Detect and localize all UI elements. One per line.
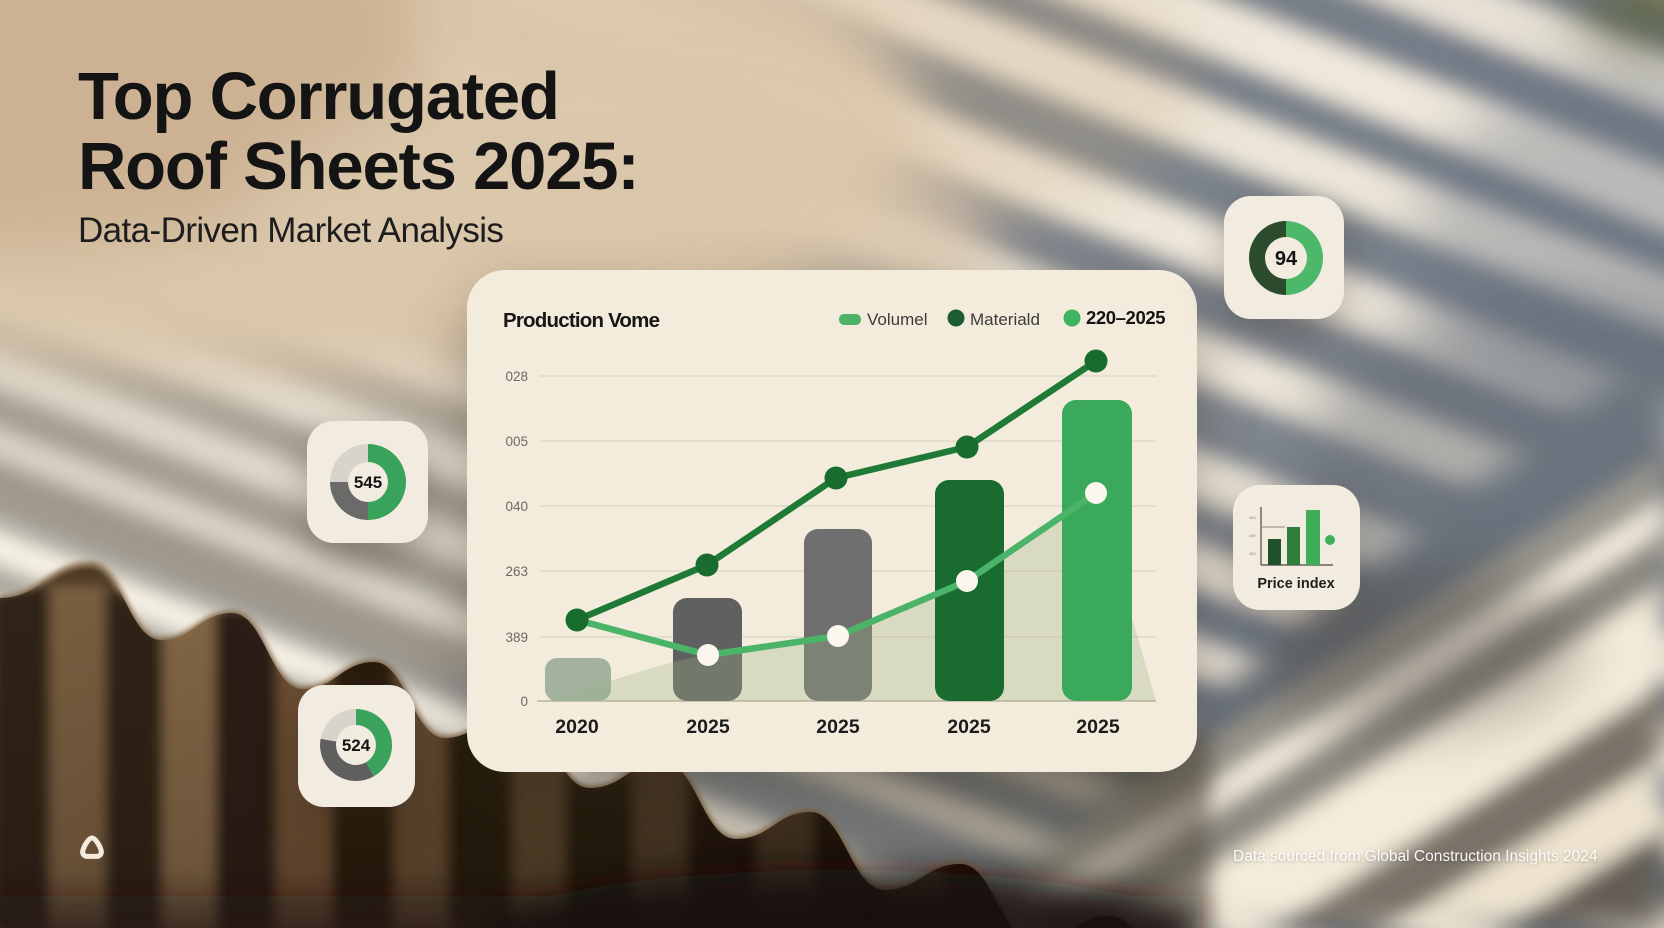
svg-text:220–2025: 220–2025: [1086, 307, 1165, 328]
svg-text:0: 0: [520, 694, 528, 709]
svg-text:Price index: Price index: [1257, 576, 1334, 592]
svg-text:Production Vome: Production Vome: [503, 309, 660, 332]
svg-text:545: 545: [354, 473, 382, 492]
svg-text:005: 005: [505, 434, 528, 449]
svg-text:389: 389: [505, 630, 528, 645]
svg-text:524: 524: [342, 736, 371, 755]
svg-text:Materiald: Materiald: [970, 310, 1040, 329]
svg-text:2025: 2025: [816, 716, 860, 738]
svg-text:040: 040: [505, 499, 528, 514]
svg-text:263: 263: [505, 564, 528, 579]
svg-text:028: 028: [505, 369, 528, 384]
svg-text:450: 450: [1249, 515, 1256, 520]
svg-text:2025: 2025: [686, 716, 730, 738]
svg-text:2025: 2025: [1076, 716, 1120, 738]
svg-text:400: 400: [1249, 533, 1256, 538]
svg-text:Volumel: Volumel: [867, 310, 927, 329]
svg-text:350: 350: [1249, 551, 1256, 556]
svg-text:2020: 2020: [555, 716, 599, 738]
svg-text:94: 94: [1275, 248, 1298, 270]
svg-text:2025: 2025: [947, 716, 991, 738]
